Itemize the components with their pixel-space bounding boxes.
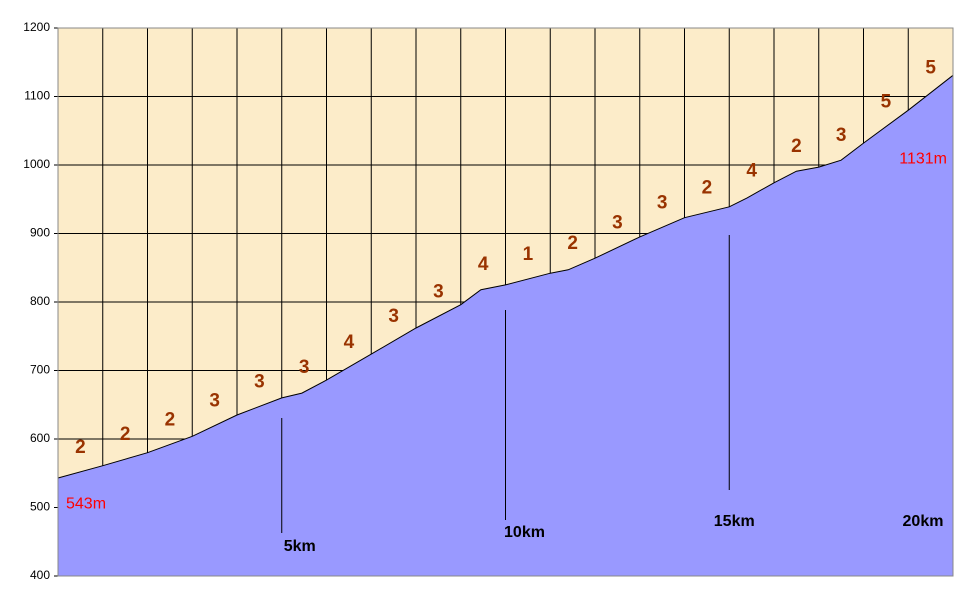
gradient-label: 4	[344, 332, 355, 353]
gradient-label: 5	[881, 92, 892, 113]
gradient-label: 4	[746, 160, 757, 181]
plot-border	[57, 27, 954, 577]
y-tick-label: 500	[30, 500, 50, 514]
gradient-label: 2	[120, 424, 131, 445]
gradient-label: 2	[567, 233, 578, 254]
gradient-label: 5	[925, 58, 936, 79]
gradient-label: 3	[657, 192, 668, 213]
gradient-label: 2	[702, 177, 713, 198]
km-label: 15km	[714, 513, 755, 530]
gradient-label: 2	[75, 437, 86, 458]
gradient-label: 3	[433, 281, 444, 302]
km-label: 5km	[284, 538, 316, 555]
gradient-label: 2	[791, 136, 802, 157]
y-tick-label: 1200	[23, 20, 50, 34]
y-tick-label: 800	[30, 294, 50, 308]
gradient-label: 3	[388, 306, 399, 327]
km-label: 10km	[504, 524, 545, 541]
gradient-label: 1	[523, 244, 534, 265]
gradient-label: 3	[299, 357, 310, 378]
gradient-label: 3	[836, 125, 847, 146]
y-tick-label: 900	[30, 226, 50, 240]
elevation-label: 1131m	[899, 150, 947, 167]
gradient-label: 3	[254, 371, 265, 392]
gradient-label: 3	[612, 213, 623, 234]
gradient-label: 4	[478, 254, 489, 275]
gradient-label: 2	[165, 409, 176, 430]
elevation-label: 543m	[66, 495, 106, 512]
y-tick-label: 1100	[24, 89, 50, 103]
profile-line	[57, 74, 954, 479]
y-tick-label: 700	[30, 363, 50, 377]
gradient-label: 3	[209, 391, 220, 412]
y-tick-label: 600	[30, 431, 50, 445]
y-tick-label: 400	[30, 568, 50, 582]
km-label: 20km	[903, 513, 944, 530]
y-tick-label: 1000	[23, 157, 50, 171]
